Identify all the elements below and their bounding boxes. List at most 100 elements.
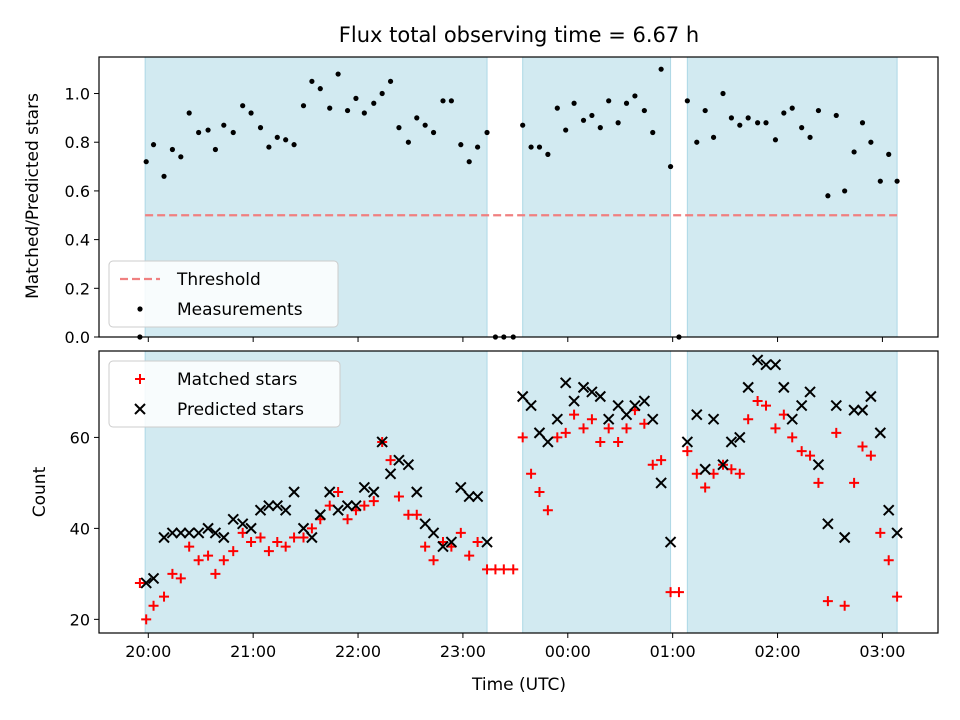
matched-stars-point — [734, 468, 745, 479]
measurement-point — [815, 107, 822, 114]
matched-stars-point — [787, 432, 798, 443]
measurement-point — [257, 125, 264, 131]
measurement-point — [694, 139, 700, 145]
measurement-point — [161, 173, 167, 179]
predicted-stars-point — [865, 390, 877, 403]
measurement-point — [868, 139, 874, 145]
predicted-stars-point — [350, 499, 362, 512]
predicted-stars-point — [751, 354, 764, 366]
matched-stars-point — [411, 509, 422, 520]
predicted-stars-point — [324, 486, 336, 498]
matched-stars-point — [813, 477, 824, 488]
shaded-interval — [686, 350, 898, 634]
matched-stars-point — [420, 541, 431, 552]
measurement-point — [371, 100, 377, 106]
measurement-point — [414, 115, 420, 121]
legend-predicted-swatch — [134, 403, 146, 415]
y-tick-label: 0.8 — [65, 133, 90, 152]
predicted-stars-point — [655, 477, 667, 489]
predicted-stars-point — [402, 459, 415, 471]
matched-stars-point — [700, 482, 711, 493]
predicted-stars-point — [463, 490, 475, 503]
matched-stars-point — [595, 436, 606, 447]
y-tick-label: 20 — [70, 610, 90, 629]
matched-stars-point — [770, 423, 781, 434]
matched-stars-point — [134, 577, 145, 588]
y-tick-label: 1.0 — [65, 85, 90, 104]
predicted-stars-point — [542, 436, 554, 448]
measurement-point — [833, 112, 839, 119]
measurement-point — [291, 142, 297, 148]
matched-stars-point — [892, 591, 903, 602]
measurement-point — [230, 129, 236, 136]
matched-stars-point — [159, 591, 170, 602]
matched-stars-point — [656, 455, 667, 466]
predicted-stars-point — [559, 377, 572, 389]
predicted-stars-point — [830, 399, 842, 412]
predicted-stars-point — [279, 504, 292, 516]
predicted-stars-point — [586, 386, 598, 398]
ratio-y-axis-label: Matched/Predicted stars — [23, 93, 43, 299]
predicted-stars-point — [288, 486, 300, 498]
measurement-point — [186, 110, 192, 116]
measurement-point — [317, 86, 323, 92]
x-tick-label: 21:00 — [230, 642, 276, 661]
predicted-stars-point — [192, 527, 205, 539]
matched-stars-point — [490, 564, 501, 575]
predicted-stars-point — [804, 386, 816, 398]
matched-stars-point — [498, 564, 509, 575]
measurement-point — [799, 125, 805, 131]
measurement-point — [877, 178, 883, 184]
matched-stars-point — [526, 468, 537, 479]
matched-stars-point — [333, 487, 344, 497]
predicted-stars-point — [332, 504, 344, 516]
predicted-stars-point — [533, 427, 546, 439]
matched-stars-point — [857, 441, 868, 452]
predicted-stars-point — [368, 486, 380, 498]
matched-stars-point — [272, 537, 283, 548]
predicted-stars-point — [691, 408, 703, 421]
measurement-point — [520, 122, 526, 128]
matched-stars-point — [613, 436, 624, 447]
predicted-stars-point — [734, 431, 746, 444]
measurement-point — [772, 137, 779, 143]
predicted-stars-point — [209, 527, 222, 539]
predicted-stars-point — [445, 536, 458, 548]
predicted-stars-point — [236, 518, 249, 530]
predicted-stars-point — [699, 463, 711, 475]
measurement-point — [597, 125, 603, 131]
matched-stars-point — [141, 614, 152, 625]
predicted-stars-point — [175, 527, 187, 539]
x-tick-label: 23:00 — [440, 642, 486, 661]
measurement-point — [781, 110, 787, 116]
predicted-stars-point — [384, 468, 397, 480]
predicted-stars-point — [516, 390, 529, 403]
matched-stars-point — [148, 600, 159, 611]
predicted-stars-point — [455, 481, 467, 494]
matched-stars-point — [743, 414, 754, 425]
measurement-point — [859, 120, 866, 126]
measurement-point — [379, 90, 385, 97]
predicted-stars-point — [551, 413, 564, 425]
predicted-stars-point — [795, 399, 808, 412]
measurement-point — [842, 188, 848, 194]
measurement-point — [851, 149, 857, 155]
measurement-point — [886, 151, 892, 157]
matched-stars-point — [665, 587, 676, 598]
measurement-point — [143, 159, 149, 165]
predicted-stars-point — [358, 481, 371, 494]
predicted-stars-point — [263, 499, 275, 512]
predicted-stars-point — [183, 527, 195, 539]
predicted-stars-point — [664, 536, 677, 548]
matched-stars-point — [682, 446, 693, 457]
chart-title: Flux total observing time = 6.67 h — [339, 23, 699, 47]
x-tick-label: 01:00 — [650, 642, 696, 661]
matched-stars-point — [359, 500, 370, 511]
measurement-point — [755, 120, 761, 126]
measurement-point — [353, 95, 359, 101]
predicted-stars-point — [681, 436, 694, 448]
measurement-point — [474, 144, 481, 150]
ratio-panel: 0.0 0.2 0.4 0.6 0.8 1.0 Threshold Measurements — [65, 56, 939, 347]
matched-stars-point — [306, 523, 317, 534]
